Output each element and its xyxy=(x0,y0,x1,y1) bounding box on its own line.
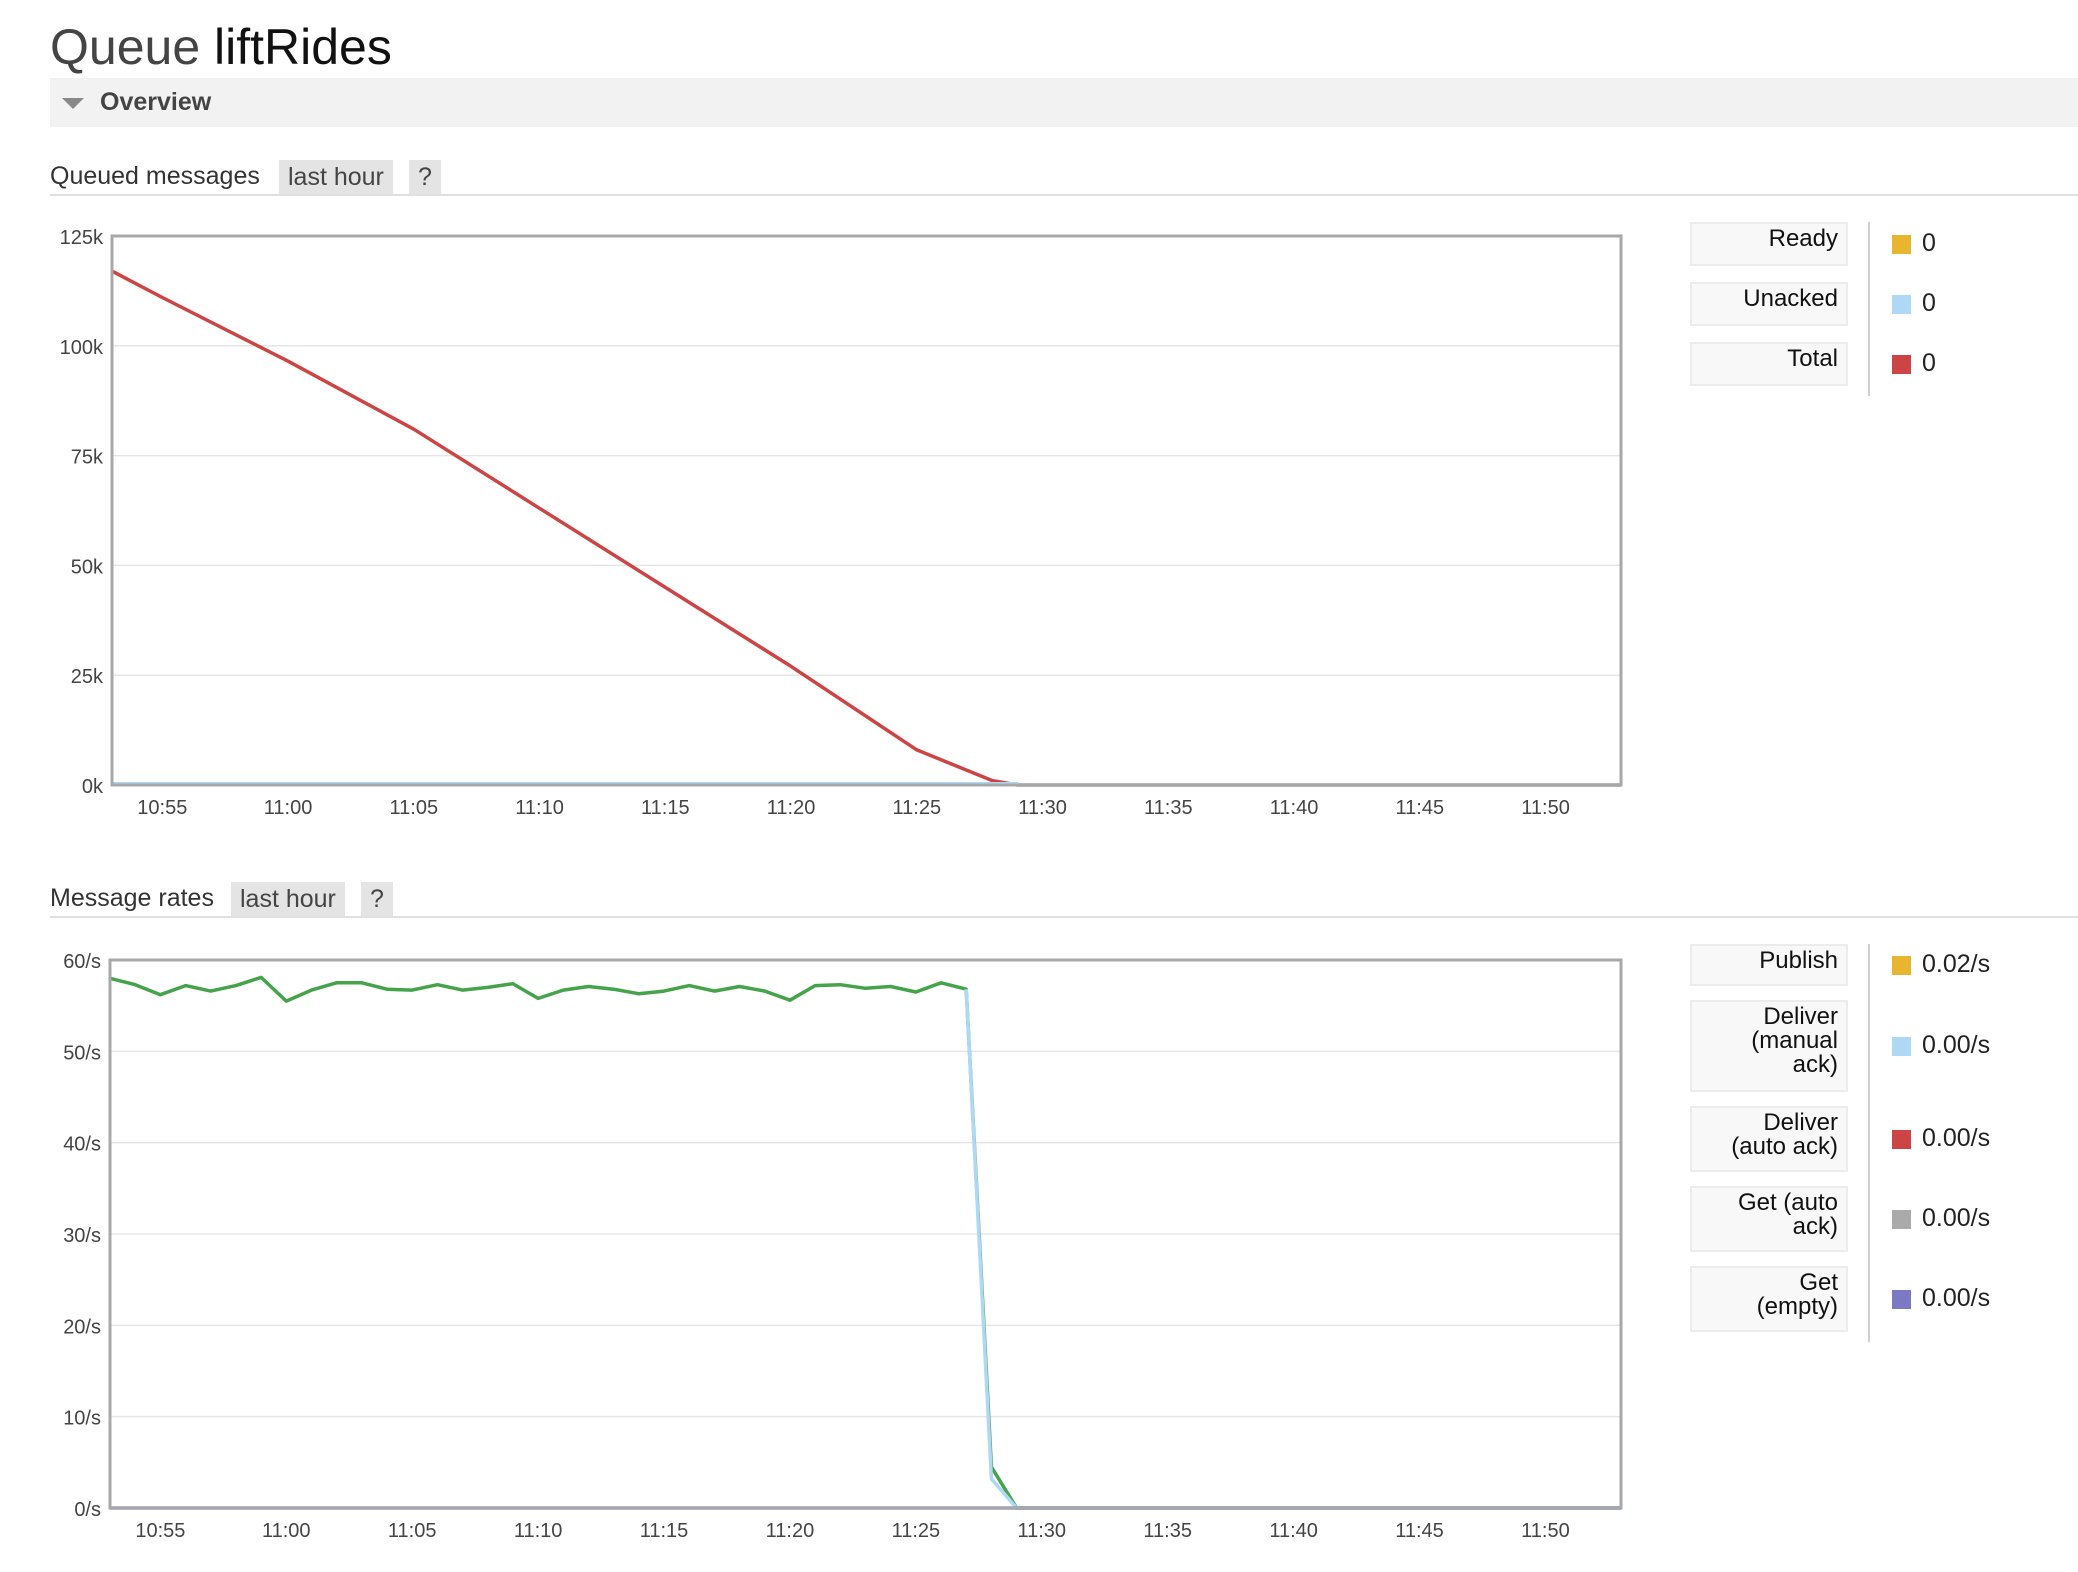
legend-swatch xyxy=(1892,295,1911,314)
legend-swatch xyxy=(1892,1210,1911,1229)
y-tick-label: 60/s xyxy=(63,951,101,973)
x-tick-label: 11:05 xyxy=(390,797,439,819)
legend-label[interactable]: Get (empty) xyxy=(1690,1266,1848,1332)
y-tick-label: 40/s xyxy=(63,1134,101,1156)
x-tick-label: 11:30 xyxy=(1018,797,1067,819)
title-prefix: Queue xyxy=(50,19,201,75)
x-tick-label: 11:20 xyxy=(766,1520,815,1542)
legend-label[interactable]: Deliver (manual ack) xyxy=(1690,1000,1848,1092)
legend-value: 0.00/s xyxy=(1922,1204,1991,1232)
rates-range-selector[interactable]: last hour xyxy=(231,882,345,916)
queue-name: liftRides xyxy=(214,19,392,75)
x-tick-label: 11:40 xyxy=(1269,1520,1318,1542)
overview-label: Overview xyxy=(100,88,212,116)
legend-value: 0 xyxy=(1922,289,1936,317)
x-tick-label: 11:00 xyxy=(262,1520,311,1542)
y-tick-label: 100k xyxy=(60,337,104,359)
legend-value: 0 xyxy=(1922,229,1936,257)
x-tick-label: 11:25 xyxy=(893,797,942,819)
y-tick-label: 25k xyxy=(71,666,104,688)
y-tick-label: 0k xyxy=(82,776,104,798)
queued-messages-header: Queued messages last hour ? xyxy=(50,160,2078,196)
y-tick-label: 50/s xyxy=(63,1042,101,1064)
legend-swatch xyxy=(1892,235,1911,254)
y-tick-label: 50k xyxy=(71,556,104,578)
x-tick-label: 11:40 xyxy=(1270,797,1319,819)
x-tick-label: 11:35 xyxy=(1144,797,1193,819)
x-tick-label: 10:55 xyxy=(137,797,187,819)
queued-help-button[interactable]: ? xyxy=(409,160,441,194)
series-line-unacked xyxy=(112,781,1621,787)
x-tick-label: 11:50 xyxy=(1521,797,1570,819)
x-tick-label: 11:35 xyxy=(1143,1520,1192,1542)
x-tick-label: 11:45 xyxy=(1396,797,1445,819)
plot-frame xyxy=(108,958,1623,1510)
y-tick-label: 30/s xyxy=(63,1225,101,1247)
legend-swatch xyxy=(1892,1037,1911,1056)
legend-value: 0 xyxy=(1922,349,1936,377)
legend-label[interactable]: Publish xyxy=(1690,944,1848,986)
y-tick-label: 10/s xyxy=(63,1408,101,1430)
legend-label[interactable]: Total xyxy=(1690,342,1848,386)
message-rates-header: Message rates last hour ? xyxy=(50,882,2078,918)
legend-label[interactable]: Deliver (auto ack) xyxy=(1690,1106,1848,1172)
y-tick-label: 75k xyxy=(71,447,104,469)
x-tick-label: 10:55 xyxy=(135,1520,185,1542)
plot-frame xyxy=(110,234,1623,787)
y-tick-label: 0/s xyxy=(74,1499,101,1521)
collapse-triangle-icon xyxy=(62,98,84,109)
x-tick-label: 11:10 xyxy=(514,1520,563,1542)
page-title: Queue liftRides xyxy=(50,18,392,76)
x-tick-label: 11:50 xyxy=(1521,1520,1570,1542)
legend-label[interactable]: Get (auto ack) xyxy=(1690,1186,1848,1252)
series-line-deliver-manual-ack xyxy=(964,989,1621,1510)
y-tick-label: 20/s xyxy=(63,1316,101,1338)
legend-label[interactable]: Ready xyxy=(1690,222,1848,266)
overview-section-toggle[interactable]: Overview xyxy=(50,78,2078,127)
legend-divider xyxy=(1868,944,1870,1342)
x-tick-label: 11:15 xyxy=(641,797,690,819)
x-tick-label: 11:15 xyxy=(640,1520,689,1542)
rates-help-button[interactable]: ? xyxy=(361,882,393,916)
message-rates-title: Message rates xyxy=(50,884,214,912)
legend-divider xyxy=(1868,222,1870,396)
x-tick-label: 11:05 xyxy=(388,1520,437,1542)
legend-swatch xyxy=(1892,956,1911,975)
series-line-total xyxy=(111,269,1621,787)
legend-swatch xyxy=(1892,1290,1911,1309)
x-tick-label: 11:00 xyxy=(264,797,313,819)
legend-swatch xyxy=(1892,1130,1911,1149)
x-tick-label: 11:45 xyxy=(1395,1520,1444,1542)
x-tick-label: 11:30 xyxy=(1017,1520,1066,1542)
legend-value: 0.00/s xyxy=(1922,1124,1991,1152)
legend-swatch xyxy=(1892,355,1911,374)
y-tick-label: 125k xyxy=(60,227,104,249)
queued-messages-title: Queued messages xyxy=(50,162,260,190)
x-tick-label: 11:10 xyxy=(515,797,564,819)
legend-value: 0.00/s xyxy=(1922,1031,1991,1059)
x-tick-label: 11:20 xyxy=(767,797,816,819)
queued-range-selector[interactable]: last hour xyxy=(279,160,393,194)
legend-value: 0.00/s xyxy=(1922,1284,1991,1312)
legend-label[interactable]: Unacked xyxy=(1690,282,1848,326)
series-line xyxy=(109,975,1621,1510)
x-tick-label: 11:25 xyxy=(892,1520,941,1542)
legend-value: 0.02/s xyxy=(1922,950,1991,978)
